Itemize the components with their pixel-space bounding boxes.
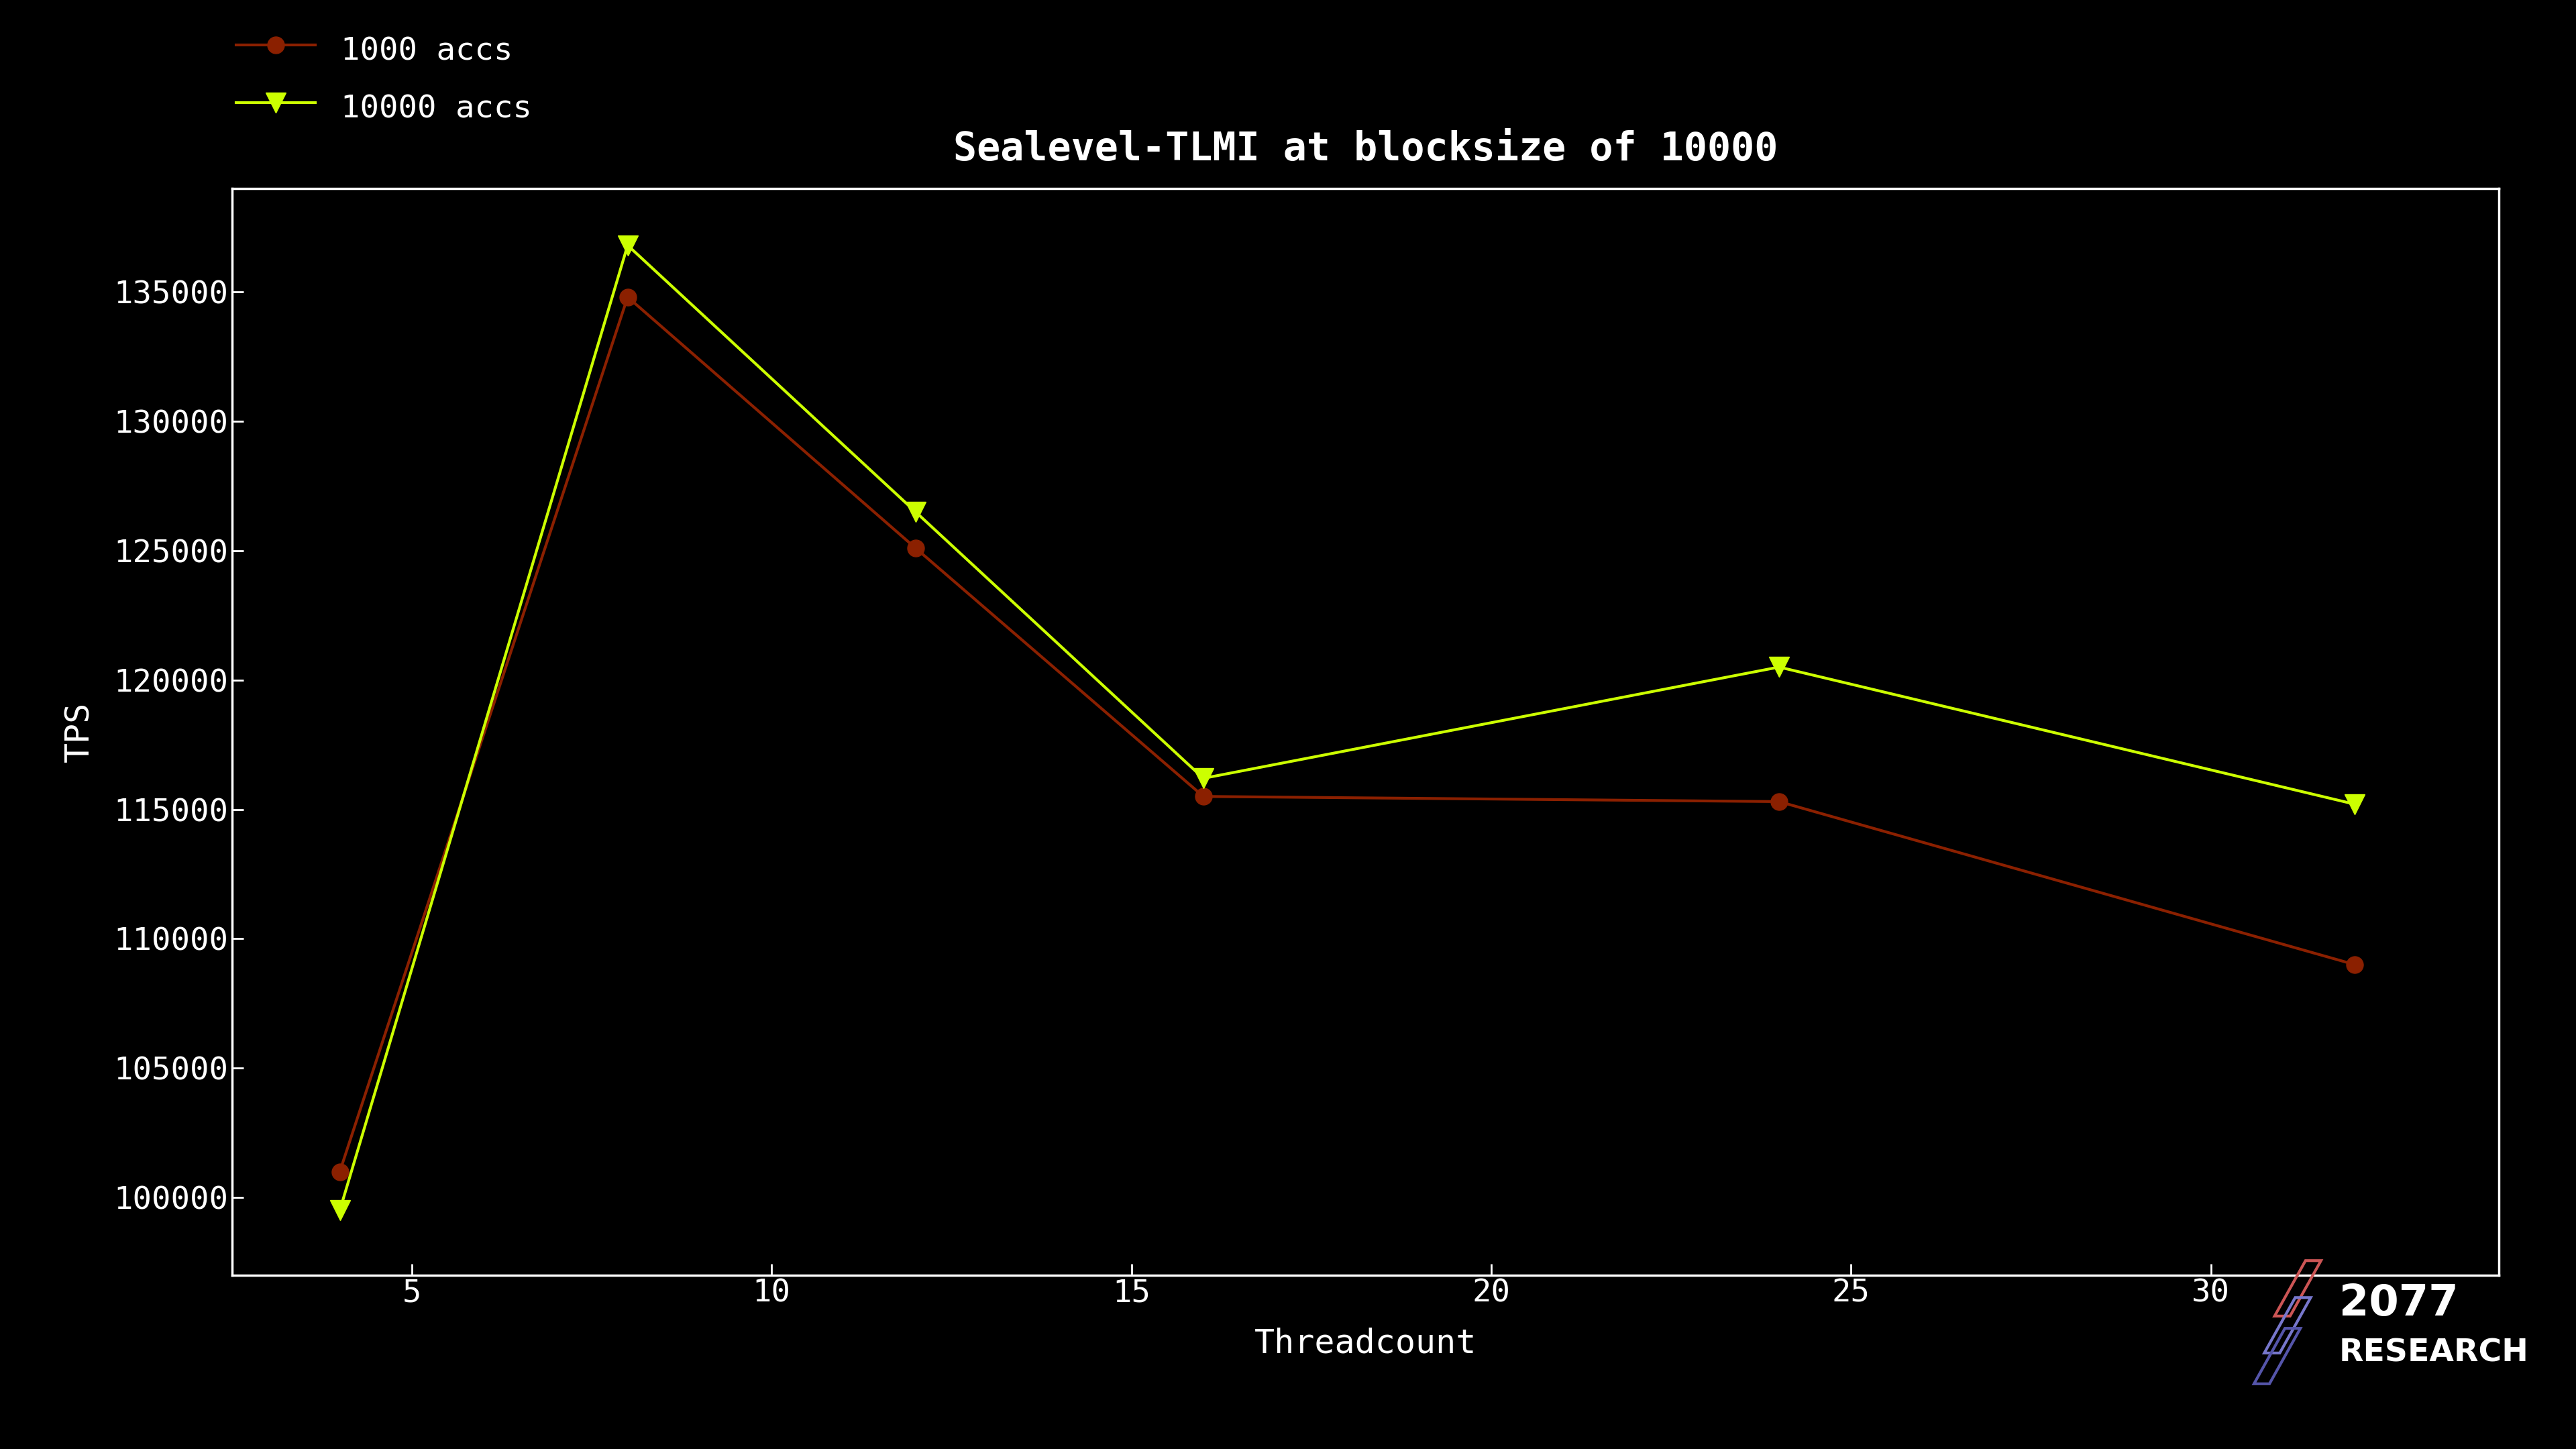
1000 accs [325, 1164, 355, 1181]
10000 accs [2339, 796, 2370, 813]
10000 accs [1188, 769, 1218, 787]
X-axis label: Threadcount: Threadcount [1255, 1327, 1476, 1359]
10000 accs [613, 236, 644, 254]
10000 accs [325, 1201, 355, 1219]
Line: 10000 accs: 10000 accs [330, 235, 2365, 1220]
Text: RESEARCH: RESEARCH [2339, 1337, 2530, 1368]
1000 accs [2339, 956, 2370, 974]
Y-axis label: TPS: TPS [62, 701, 95, 762]
1000 accs [1765, 793, 1795, 810]
Legend: 1000 accs, 10000 accs: 1000 accs, 10000 accs [237, 30, 533, 126]
10000 accs [899, 503, 930, 520]
Title: Sealevel-TLMI at blocksize of 10000: Sealevel-TLMI at blocksize of 10000 [953, 130, 1777, 168]
Text: 2077: 2077 [2339, 1282, 2458, 1324]
Line: 1000 accs: 1000 accs [332, 288, 2362, 1179]
1000 accs [899, 539, 930, 556]
1000 accs [613, 288, 644, 306]
1000 accs [1188, 788, 1218, 806]
10000 accs [1765, 658, 1795, 675]
